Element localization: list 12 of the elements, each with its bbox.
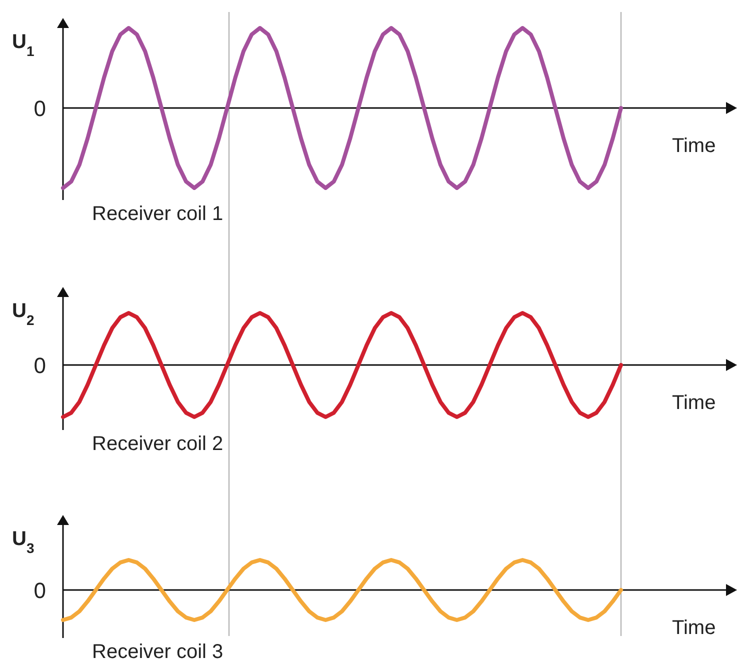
y-axis-title: U$_{1}$ [12, 31, 34, 59]
x-axis-title: Time [672, 617, 716, 639]
y-axis-title: U$_{2}$ [12, 300, 34, 328]
y-axis-title: U$_{3}$ [12, 528, 34, 556]
text: Receiver coil 2 [92, 433, 224, 455]
text: Receiver coil 3 [92, 641, 224, 663]
text: 0 [34, 353, 46, 378]
text: Receiver coil 1 [92, 203, 224, 225]
x-axis-title: Time [672, 392, 716, 414]
x-axis-title: Time [672, 135, 716, 157]
text: 0 [34, 578, 46, 603]
text: 0 [34, 96, 46, 121]
